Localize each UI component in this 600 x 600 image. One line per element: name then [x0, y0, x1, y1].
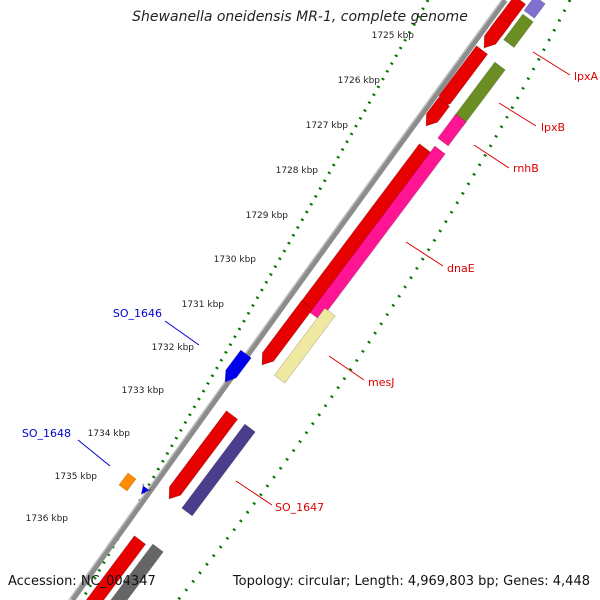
backbone-highlight: [68, 0, 503, 600]
gene-label-lpxa: lpxA: [574, 70, 599, 83]
genome-backbone: [68, 0, 508, 600]
gene-lpxA-forward: [483, 15, 512, 49]
genome-summary-text: Topology: circular; Length: 4,969,803 bp…: [232, 574, 590, 589]
tick-label: 1725 kbp: [372, 31, 415, 41]
gene-label-mesj: mesJ: [368, 376, 394, 389]
gene-mesJ-reverse: [273, 307, 336, 384]
tick-label: 1735 kbp: [55, 472, 98, 482]
gene-lpxA-reverse: [503, 13, 534, 48]
leader-line-dnae: [405, 241, 444, 267]
backbone-line: [69, 0, 508, 600]
leader-line-so1646: [164, 320, 200, 346]
gene-label-lpxb: lpxB: [541, 121, 565, 134]
tick-label: 1730 kbp: [214, 255, 257, 265]
gene-label-dnae: dnaE: [447, 262, 475, 275]
gene-label-so1648: SO_1648: [22, 427, 71, 440]
tick-label: 1726 kbp: [338, 76, 381, 86]
inner-dotted-guide: [176, 0, 572, 600]
gene-SO1646: [224, 349, 252, 383]
label-leaders: [77, 51, 571, 506]
leader-line-lpxb: [498, 102, 537, 127]
leader-line-lpxa: [532, 51, 571, 76]
gene-rnhB-forward: [425, 97, 451, 127]
tick-label: 1728 kbp: [276, 166, 319, 176]
gene-features: [86, 0, 546, 600]
gene-orange-small: [118, 472, 137, 492]
leader-line-so1648: [77, 439, 111, 467]
tick-label: 1727 kbp: [306, 121, 349, 131]
gene-labels: lpxA lpxB rnhB dnaE mesJ SO_1647 SO_1646 SO_164…: [22, 70, 599, 514]
gene-SO1648: [140, 483, 152, 495]
gene-label-rnhb: rnhB: [513, 162, 539, 175]
gene-SO1647-reverse: [181, 423, 256, 517]
leader-line-so1647: [235, 480, 273, 506]
map-title: Shewanella oneidensis MR-1, complete gen…: [132, 9, 468, 25]
gene-bottom-forward: [86, 535, 147, 600]
dotted-guides: [80, 0, 572, 600]
leader-line-rnhb: [473, 144, 510, 169]
tick-label: 1734 kbp: [88, 429, 131, 439]
gene-label-so1646: SO_1646: [113, 307, 162, 320]
gene-label-so1647: SO_1647: [275, 501, 324, 514]
tick-label: 1732 kbp: [152, 343, 195, 353]
gene-mesJ-forward: [261, 300, 314, 366]
tick-label: 1736 kbp: [26, 514, 69, 524]
tick-label: 1729 kbp: [246, 211, 289, 221]
tick-label: 1733 kbp: [122, 386, 165, 396]
gene-top-reverse: [523, 0, 546, 19]
leader-line-mesj: [328, 355, 365, 381]
gene-rnhB-reverse: [437, 113, 467, 147]
gene-SO1647-forward: [168, 410, 239, 500]
tick-label: 1731 kbp: [182, 300, 225, 310]
gene-dnaE-forward: [298, 143, 432, 317]
accession-text: Accession: NC_004347: [8, 574, 156, 589]
gene-bottom-reverse: [110, 543, 164, 600]
tick-labels: 1725 kbp 1726 kbp 1727 kbp 1728 kbp 1729 kbp…: [26, 31, 415, 524]
